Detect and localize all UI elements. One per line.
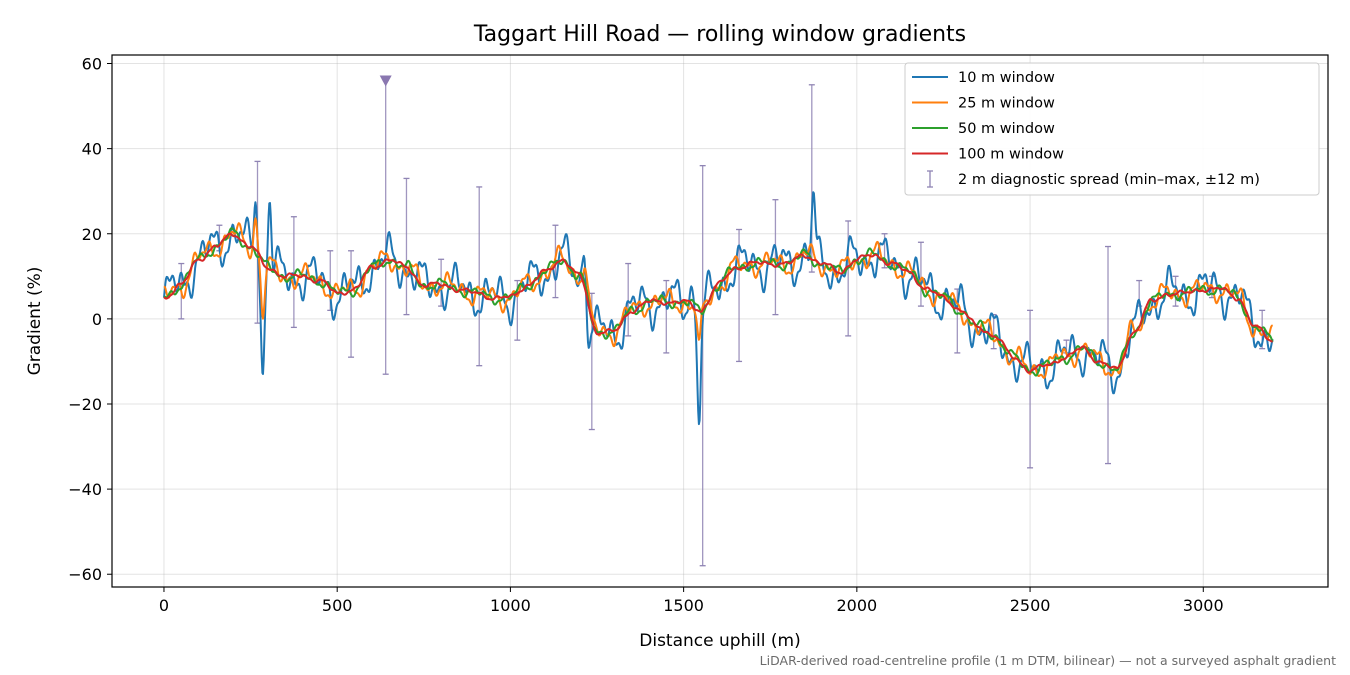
legend-label: 2 m diagnostic spread (min–max, ±12 m) [958, 172, 1260, 188]
legend-label: 50 m window [958, 121, 1055, 137]
x-tick-label: 1500 [663, 596, 704, 615]
y-tick-label: 0 [92, 310, 102, 329]
spread-bar [736, 228, 743, 363]
spread-bar [290, 216, 297, 329]
legend: 10 m window 25 m window 50 m window 100 m w… [904, 62, 1320, 196]
x-tick-label: 2500 [1010, 596, 1051, 615]
y-tick-label: −20 [68, 395, 102, 414]
y-tick-label: −40 [68, 480, 102, 499]
spread-bars [178, 79, 1266, 567]
x-tick-label: 500 [322, 596, 353, 615]
y-axis-label: Gradient (%) [25, 267, 45, 376]
spread-bar [382, 79, 389, 375]
x-tick-label: 2000 [836, 596, 877, 615]
spread-bar [663, 279, 670, 354]
legend-label: 10 m window [958, 70, 1055, 86]
spread-bar [917, 241, 924, 307]
series-lines [163, 191, 1274, 426]
y-tick-label: 20 [82, 225, 102, 244]
spread-bar [1027, 309, 1034, 469]
legend-box [904, 62, 1320, 196]
y-tick-label: −60 [68, 565, 102, 584]
x-tick-label: 3000 [1183, 596, 1224, 615]
y-axis-ticks: 60 40 20 0 −20 −40 −60 [68, 55, 112, 584]
offscale-marker [379, 75, 392, 87]
chart-title: Taggart Hill Road — rolling window gradi… [473, 22, 966, 47]
x-tick-label: 1000 [490, 596, 531, 615]
spread-bar [348, 250, 355, 358]
y-tick-label: 40 [82, 140, 102, 159]
footnote: LiDAR-derived road-centreline profile (1… [760, 653, 1336, 668]
spread-bar [625, 262, 632, 337]
spread-bar [699, 165, 706, 567]
spread-bar [403, 177, 410, 316]
legend-label: 100 m window [958, 147, 1064, 163]
spread-bar [476, 186, 483, 367]
spread-bar [808, 84, 815, 273]
legend-label: 25 m window [958, 96, 1055, 112]
plot-frame [111, 54, 1329, 588]
x-axis-ticks: 0 500 1000 1500 2000 2500 3000 [159, 587, 1224, 615]
y-tick-label: 60 [82, 55, 102, 74]
spread-bar [772, 199, 779, 316]
x-tick-label: 0 [159, 596, 169, 615]
offscale-marker-group [379, 75, 392, 87]
x-axis-label: Distance uphill (m) [639, 631, 800, 651]
series-line [163, 232, 1273, 374]
